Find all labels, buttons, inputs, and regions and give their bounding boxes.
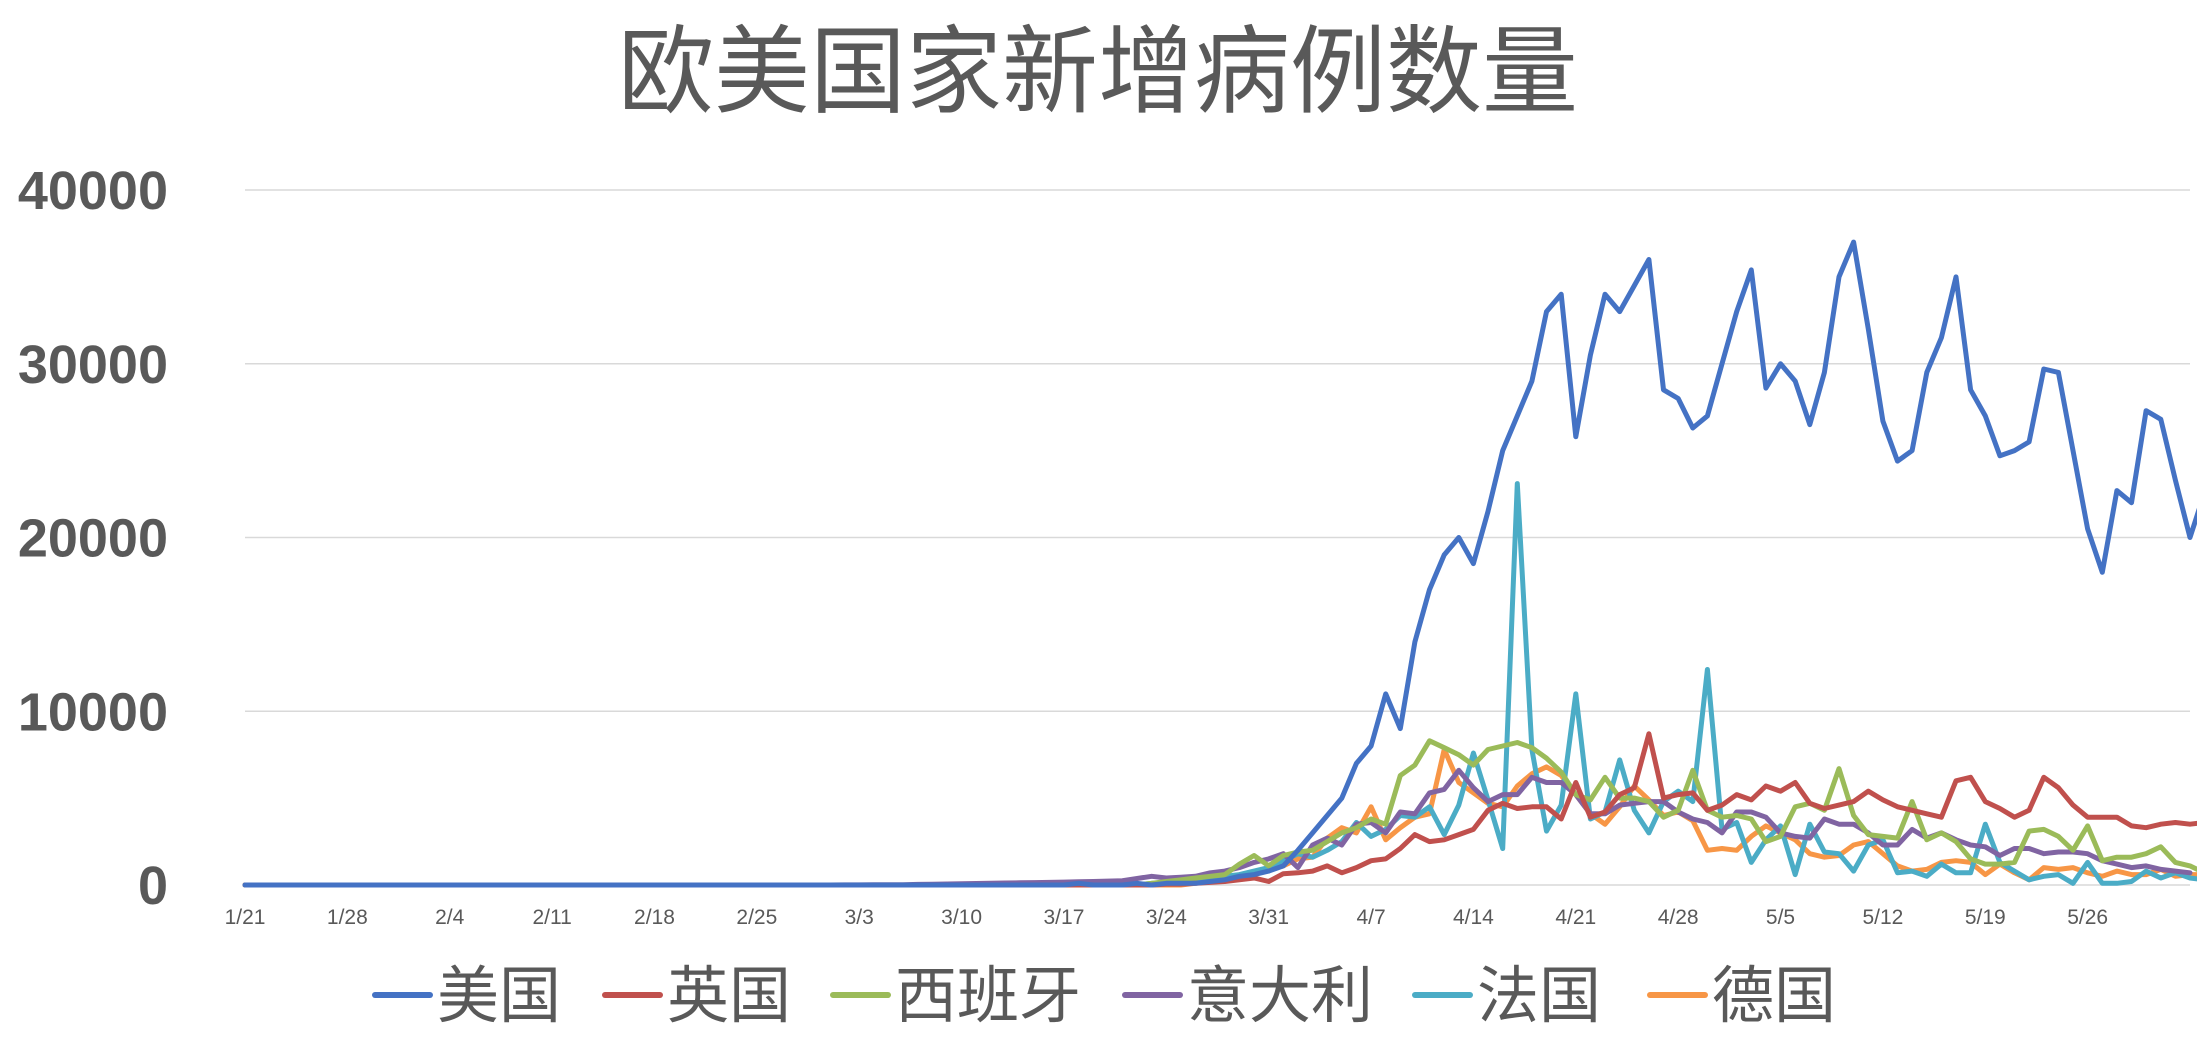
x-tick-label: 5/12 — [1862, 906, 1903, 929]
x-tick-label: 3/17 — [1044, 906, 1085, 929]
legend-label: 法国 — [1477, 959, 1601, 1032]
x-tick-label: 1/21 — [225, 906, 266, 929]
x-tick-label: 4/28 — [1658, 906, 1699, 929]
gridlines — [245, 189, 2190, 886]
x-tick-label: 3/24 — [1146, 906, 1187, 929]
y-tick-label: 0 — [138, 856, 168, 916]
x-tick-label: 4/21 — [1555, 906, 1596, 929]
legend-label: 英国 — [667, 959, 791, 1032]
x-tick-label: 3/31 — [1248, 906, 1289, 929]
y-tick-label: 40000 — [18, 161, 168, 221]
legend-label: 美国 — [437, 959, 561, 1032]
x-tick-label: 5/26 — [2067, 906, 2108, 929]
y-tick-label: 30000 — [18, 335, 168, 395]
series-line-2 — [242, 738, 2197, 888]
x-tick-label: 3/10 — [941, 906, 982, 929]
series-lines — [242, 239, 2197, 888]
chart-title: 欧美国家新增病例数量 — [618, 16, 1578, 128]
x-tick-label: 2/25 — [736, 906, 777, 929]
y-tick-label: 10000 — [18, 682, 168, 742]
x-tick-label: 2/4 — [435, 906, 465, 929]
x-tick-label: 3/3 — [845, 906, 874, 929]
x-tick-label: 5/19 — [1965, 906, 2006, 929]
y-axis-ticks: 0 10000 20000 30000 40000 — [18, 161, 168, 916]
legend: 美国 英国 西班牙 意大利 法国 德国 — [372, 959, 1836, 1032]
x-tick-label: 2/11 — [532, 906, 571, 929]
x-tick-label: 5/5 — [1766, 906, 1795, 929]
x-tick-label: 1/28 — [327, 906, 368, 929]
x-tick-label: 2/18 — [634, 906, 675, 929]
x-tick-label: 4/7 — [1356, 906, 1385, 929]
x-tick-label: 4/14 — [1453, 906, 1494, 929]
legend-label: 意大利 — [1187, 959, 1373, 1032]
series-line-0 — [242, 239, 2197, 888]
legend-label: 西班牙 — [895, 959, 1081, 1032]
legend-label: 德国 — [1712, 959, 1836, 1032]
series-line-1 — [242, 731, 2197, 888]
x-axis-ticks: 1/21 1/28 2/4 2/11 2/18 2/25 3/3 3/10 3/17 3/24 3/… — [225, 906, 2109, 929]
y-tick-label: 20000 — [18, 509, 168, 569]
